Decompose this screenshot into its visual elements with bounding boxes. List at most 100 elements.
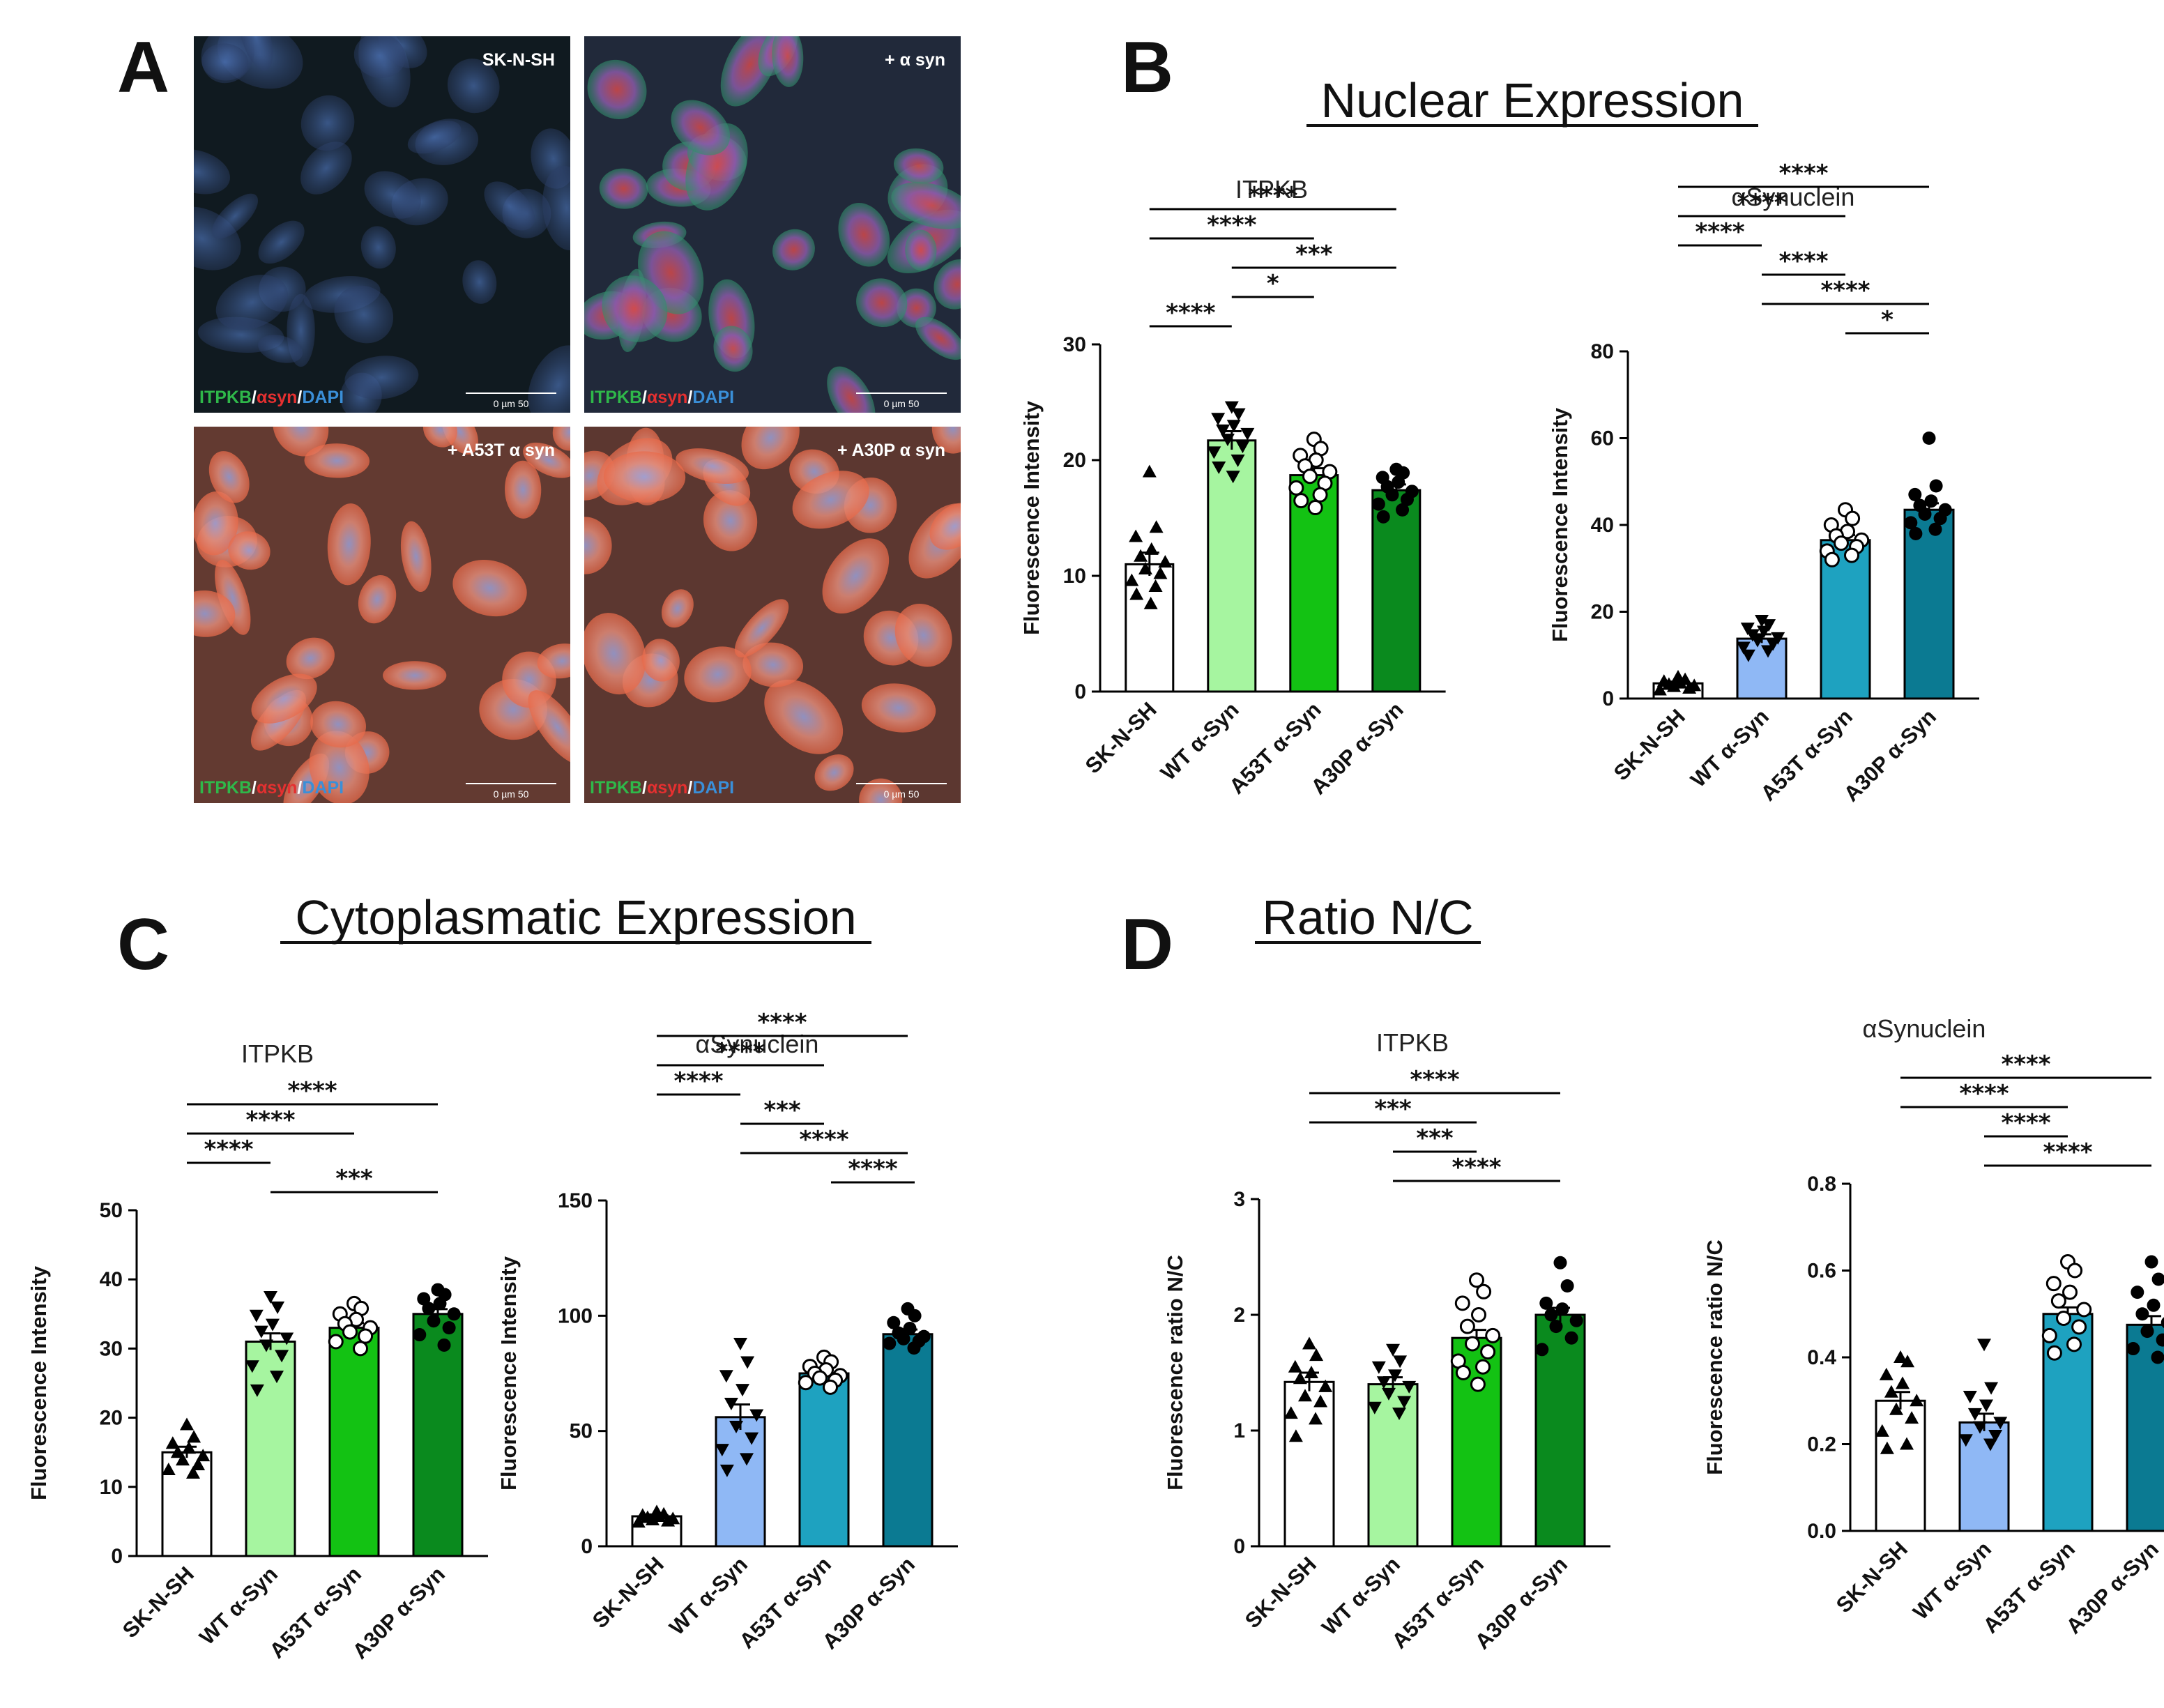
scale-bar-label: 0 µm 50 [494, 398, 529, 409]
micrograph-condition-label: + A30P α syn [837, 441, 945, 460]
data-point [437, 1338, 451, 1352]
bar [1283, 1380, 1335, 1548]
data-point [280, 1332, 294, 1345]
data-point [1216, 424, 1230, 437]
significance-stars: **** [1166, 299, 1215, 327]
data-point [1302, 1336, 1316, 1350]
data-point [1569, 1313, 1583, 1327]
data-point [1900, 1437, 1914, 1450]
cell [584, 517, 612, 574]
data-point [1302, 468, 1318, 485]
data-point [812, 1370, 828, 1386]
data-point [1288, 1429, 1303, 1442]
cell [251, 673, 317, 724]
y-tick-label: 0.2 [1807, 1433, 1836, 1456]
panel-letter-a: A [117, 27, 169, 108]
cell [528, 345, 570, 413]
data-point [1880, 1441, 1894, 1454]
data-point [1564, 1331, 1578, 1345]
cell [894, 604, 952, 667]
cell [215, 275, 289, 330]
data-point [1376, 510, 1390, 524]
y-tick-label: 1 [1233, 1419, 1245, 1442]
bar-chart-3: ITPKB Fluorescence Intensity 0 10 20 30 40 50 SK… [26, 1039, 488, 1663]
x-tick-label: WT α-Syn [1908, 1537, 1996, 1624]
cell [861, 683, 936, 733]
x-tick-label: SK-N-SH [118, 1562, 199, 1642]
cell [201, 43, 249, 81]
data-point [442, 1321, 456, 1335]
bar [1903, 508, 1955, 700]
bar-chart-4: αSynuclein Fluorescence Intensity 0 50 100 15… [496, 1009, 958, 1654]
data-point [1129, 587, 1144, 600]
y-tick-label: 0 [1233, 1535, 1245, 1558]
data-point [1464, 1336, 1480, 1352]
data-point [1908, 487, 1922, 501]
data-point [182, 1441, 197, 1454]
data-point [1958, 1434, 1973, 1447]
data-point [191, 1458, 206, 1471]
chart-title: ITPKB [1376, 1028, 1449, 1057]
data-point [1226, 420, 1241, 433]
data-point [1367, 1401, 1382, 1415]
cell [523, 442, 570, 478]
data-point [1682, 681, 1697, 694]
data-point [1393, 1355, 1408, 1368]
significance-stars: *** [763, 1097, 801, 1124]
bar [715, 1416, 766, 1548]
data-point [1884, 1385, 1898, 1398]
cell [208, 451, 250, 503]
cell [827, 366, 876, 413]
significance-stars: **** [799, 1126, 848, 1154]
significance-stars: * [1267, 270, 1279, 298]
significance-stars: **** [757, 1009, 807, 1037]
section-title-nuclear: Nuclear Expression [1321, 73, 1744, 128]
cell [484, 181, 535, 231]
cell [211, 193, 259, 239]
data-point [2067, 1263, 2083, 1279]
x-tick-label: SK-N-SH [1081, 697, 1161, 778]
data-point [433, 1297, 447, 1311]
significance-stars: **** [245, 1106, 295, 1134]
cell [734, 599, 789, 658]
micrograph-tint [584, 36, 961, 413]
cell [258, 220, 305, 264]
data-point [2156, 1333, 2164, 1347]
data-point [1750, 634, 1765, 648]
bar [1207, 439, 1257, 693]
data-point [1304, 1366, 1319, 1378]
data-point [196, 1449, 211, 1462]
data-point [1844, 547, 1860, 563]
cell [742, 642, 804, 687]
data-point [1894, 1350, 1907, 1363]
data-point [661, 1513, 676, 1527]
data-point [1833, 535, 1849, 551]
bar-chart-5: ITPKB Fluorescence ratio N/C 0 1 2 3 SK-N-SHWT… [1163, 1028, 1610, 1654]
data-point [1896, 1376, 1910, 1389]
data-point [1967, 1408, 1982, 1421]
cell [891, 182, 961, 229]
data-point [1553, 1256, 1567, 1269]
data-point [1134, 549, 1148, 562]
data-point [1555, 1302, 1569, 1316]
cell [772, 36, 804, 87]
data-point [1539, 1296, 1553, 1310]
data-point [1138, 562, 1152, 575]
data-point [1485, 1327, 1501, 1343]
data-point [1977, 1339, 1991, 1352]
cell [353, 36, 406, 79]
data-point [823, 1379, 839, 1395]
data-point [1371, 497, 1385, 511]
cell [642, 639, 680, 682]
cell [792, 471, 869, 529]
data-point [264, 1291, 277, 1304]
y-tick-label: 3 [1233, 1188, 1245, 1211]
data-point [1371, 1361, 1386, 1374]
data-point [275, 1350, 289, 1363]
data-point [883, 1336, 897, 1350]
data-point [1469, 1272, 1484, 1288]
cell [602, 275, 668, 342]
significance-stars: **** [1410, 1066, 1459, 1094]
y-tick-label: 0.4 [1807, 1346, 1836, 1369]
data-point [422, 1302, 436, 1316]
